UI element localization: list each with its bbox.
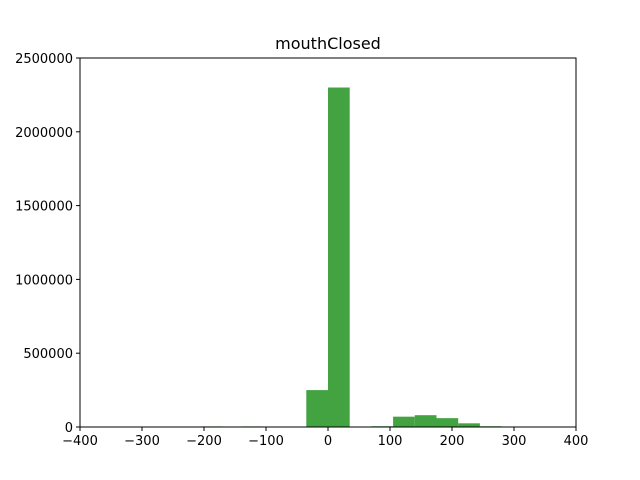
x-tick-label: 400 (564, 434, 589, 449)
chart-title: mouthClosed (275, 34, 381, 53)
x-tick-label: −400 (62, 434, 98, 449)
x-tick-label: 300 (502, 434, 527, 449)
y-tick-label: 1000000 (15, 273, 73, 288)
histogram-bar (306, 390, 328, 427)
y-tick-label: 2500000 (15, 52, 73, 67)
y-tick-label: 500000 (23, 347, 73, 362)
x-tick-label: 100 (378, 434, 403, 449)
y-tick-label: 0 (65, 421, 73, 436)
histogram-bar (393, 416, 415, 427)
bars-group (179, 87, 502, 428)
histogram-bar (436, 418, 459, 427)
x-tick-label: −100 (248, 434, 284, 449)
y-axis: 0 500000 1000000 1500000 2000000 2500000 (15, 52, 80, 436)
x-tick-label: −200 (186, 434, 222, 449)
histogram-bar (328, 87, 350, 428)
x-axis: −400 −300 −200 −100 0 100 200 300 400 (62, 427, 588, 449)
x-tick-label: 0 (324, 434, 332, 449)
x-tick-label: 200 (440, 434, 465, 449)
histogram-bar (414, 415, 437, 427)
plot-frame (79, 57, 577, 428)
x-tick-label: −300 (124, 434, 160, 449)
histogram-bar (458, 423, 480, 427)
y-tick-label: 2000000 (15, 126, 73, 141)
y-tick-label: 1500000 (15, 200, 73, 215)
